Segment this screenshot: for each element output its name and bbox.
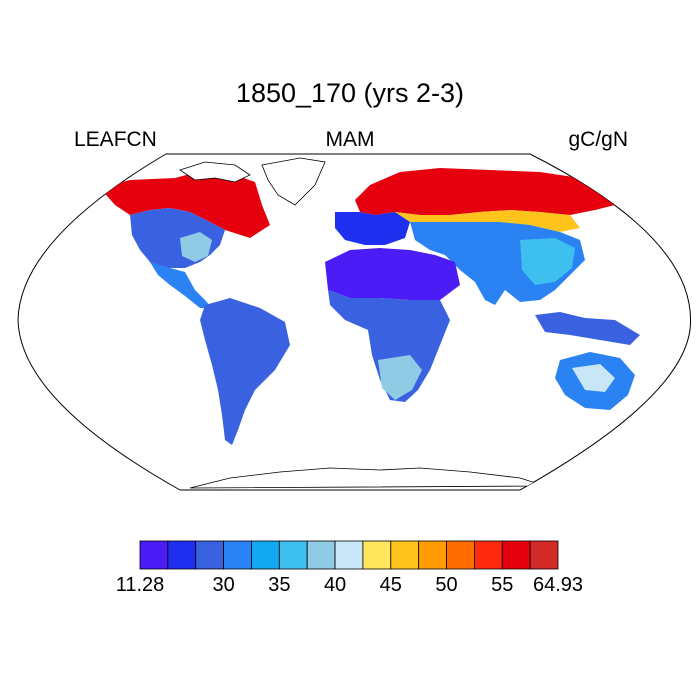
colorbar-swatch — [139, 540, 169, 570]
region-arctic-islands — [179, 161, 251, 183]
colorbar-tick-label: 11.28 — [115, 574, 165, 596]
region-sahara — [325, 248, 460, 300]
colorbar-tick-label: 45 — [379, 574, 402, 596]
colorbar-tick-label: 55 — [491, 574, 514, 596]
colorbar-swatch — [167, 540, 197, 570]
colorbar-swatch — [501, 540, 531, 570]
region-australia-interior — [572, 364, 615, 392]
colorbar-swatch — [362, 540, 392, 570]
colorbar-swatch — [195, 540, 225, 570]
colorbar-tick-label: 64.93 — [532, 574, 584, 596]
region-southeast-asia — [535, 312, 640, 345]
region-north-america-boreal — [100, 170, 270, 238]
colorbar-swatch — [418, 540, 447, 570]
season-label: MAM — [325, 128, 375, 151]
region-eurasia-transition — [395, 210, 580, 232]
colorbar-swatch — [223, 540, 252, 570]
region-europe — [335, 212, 410, 245]
colorbar-tick-label: 40 — [323, 574, 347, 596]
region-central-america — [150, 262, 212, 308]
colorbar-tick-label: 50 — [435, 574, 458, 596]
colorbar-swatch — [390, 540, 420, 570]
region-eastern-us — [180, 232, 212, 262]
region-china — [520, 238, 575, 285]
region-greenland — [261, 157, 326, 206]
colorbar-swatch — [278, 540, 308, 570]
colorbar-swatch — [446, 540, 475, 570]
colorbar-swatch — [306, 540, 336, 570]
region-antarctica — [189, 467, 546, 489]
colorbar-swatch — [334, 540, 364, 570]
plot-title: 1850_170 (yrs 2-3) — [235, 78, 465, 108]
colorbar-swatch — [473, 540, 503, 570]
colorbar-swatch — [251, 540, 280, 570]
units-label: gC/gN — [568, 128, 628, 151]
region-eurasia-boreal — [355, 168, 615, 215]
region-southern-africa — [378, 355, 422, 400]
colorbar-tick-label: 35 — [268, 574, 291, 596]
variable-label: LEAFCN — [74, 128, 157, 151]
region-south-america — [200, 298, 290, 445]
colorbar-swatch — [529, 540, 559, 570]
colorbar-tick-label: 30 — [212, 574, 235, 596]
